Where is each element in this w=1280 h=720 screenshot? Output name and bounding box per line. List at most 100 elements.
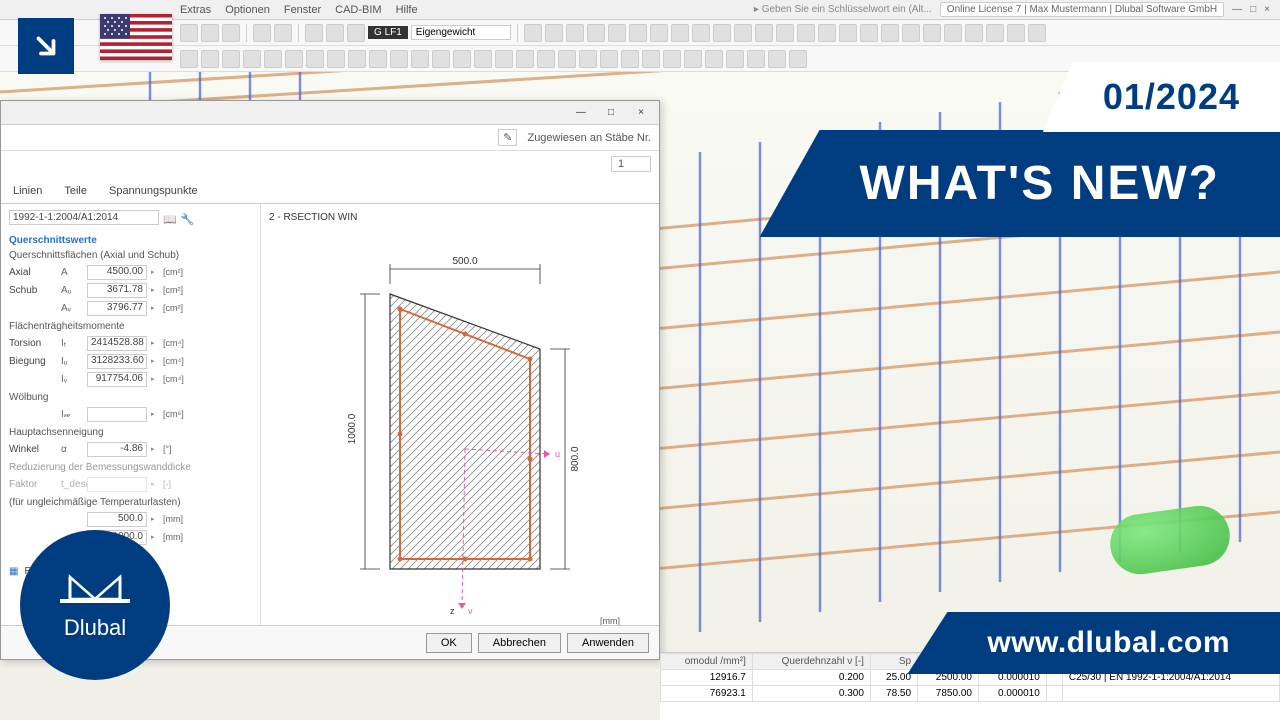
tb-icon[interactable] (1007, 24, 1025, 42)
tb-icon[interactable] (902, 24, 920, 42)
tb-icon[interactable] (566, 24, 584, 42)
window-min-icon[interactable]: — (1232, 4, 1242, 15)
tb-icon[interactable] (692, 24, 710, 42)
tb-icon[interactable] (923, 24, 941, 42)
tb-icon[interactable] (671, 24, 689, 42)
dialog-max-icon[interactable]: □ (597, 104, 625, 122)
tb-icon[interactable] (222, 50, 240, 68)
tb-icon[interactable] (558, 50, 576, 68)
tb-icon[interactable] (274, 24, 292, 42)
tab-teile[interactable]: Teile (62, 181, 89, 203)
tb-icon[interactable] (986, 24, 1004, 42)
tb-icon[interactable] (663, 50, 681, 68)
prop-input[interactable]: -4.86 (87, 442, 147, 457)
prop-input[interactable]: 3796.77 (87, 301, 147, 316)
tb-icon[interactable] (327, 50, 345, 68)
tool-icon[interactable]: 🔧 (181, 213, 195, 226)
tb-icon[interactable] (432, 50, 450, 68)
tb-icon[interactable] (243, 50, 261, 68)
tb-icon[interactable] (474, 50, 492, 68)
tb-icon[interactable] (180, 50, 198, 68)
tb-icon[interactable] (201, 24, 219, 42)
tb-icon[interactable] (516, 50, 534, 68)
prop-input[interactable]: 917754.06 (87, 372, 147, 387)
tb-icon[interactable] (348, 50, 366, 68)
tb-icon[interactable] (369, 50, 387, 68)
menu-fenster[interactable]: Fenster (284, 4, 321, 16)
tb-icon[interactable] (524, 24, 542, 42)
ok-button[interactable]: OK (426, 633, 472, 653)
edit-icon[interactable]: ✎ (498, 129, 517, 146)
tb-icon[interactable] (726, 50, 744, 68)
tb-icon[interactable] (537, 50, 555, 68)
tb-icon[interactable] (860, 24, 878, 42)
tb-icon[interactable] (453, 50, 471, 68)
tb-icon[interactable] (818, 24, 836, 42)
tb-icon[interactable] (797, 24, 815, 42)
tb-icon[interactable] (495, 50, 513, 68)
svg-text:800.0: 800.0 (570, 446, 581, 471)
tb-icon[interactable] (705, 50, 723, 68)
tb-icon[interactable] (1028, 24, 1046, 42)
tb-icon[interactable] (621, 50, 639, 68)
menu-hilfe[interactable]: Hilfe (396, 4, 418, 16)
tb-icon[interactable] (201, 50, 219, 68)
window-max-icon[interactable]: □ (1250, 4, 1256, 15)
tb-icon[interactable] (390, 50, 408, 68)
assigned-input[interactable]: 1 (611, 156, 651, 172)
tb-icon[interactable] (734, 24, 752, 42)
tb-icon[interactable] (881, 24, 899, 42)
search-hint[interactable]: ▸ Geben Sie ein Schlüsselwort ein (Alt..… (754, 4, 932, 15)
tb-icon[interactable] (347, 24, 365, 42)
prop-input[interactable]: 4500.00 (87, 265, 147, 280)
tb-icon[interactable] (629, 24, 647, 42)
loadcase-select[interactable]: Eigengewicht (411, 25, 511, 40)
tb-icon[interactable] (642, 50, 660, 68)
tb-icon[interactable] (600, 50, 618, 68)
tb-icon[interactable] (776, 24, 794, 42)
window-close-icon[interactable]: × (1264, 4, 1270, 15)
tb-icon[interactable] (684, 50, 702, 68)
tb-icon[interactable] (839, 24, 857, 42)
tb-icon[interactable] (608, 24, 626, 42)
prop-input[interactable] (87, 407, 147, 422)
dialog-tabs: Linien Teile Spannungspunkte (1, 177, 659, 204)
prop-input[interactable]: 500.0 (87, 512, 147, 527)
corner-arrow-badge (18, 18, 74, 74)
tb-icon[interactable] (965, 24, 983, 42)
prop-input[interactable]: 3671.78 (87, 283, 147, 298)
menu-cadbim[interactable]: CAD-BIM (335, 4, 381, 16)
tb-icon[interactable] (264, 50, 282, 68)
tb-icon[interactable] (180, 24, 198, 42)
dialog-close-icon[interactable]: × (627, 104, 655, 122)
tb-icon[interactable] (253, 24, 271, 42)
tb-icon[interactable] (579, 50, 597, 68)
tb-icon[interactable] (944, 24, 962, 42)
tab-spannungspunkte[interactable]: Spannungspunkte (107, 181, 200, 203)
apply-button[interactable]: Anwenden (567, 633, 649, 653)
tb-icon[interactable] (222, 24, 240, 42)
menu-extras[interactable]: Extras (180, 4, 211, 16)
cancel-button[interactable]: Abbrechen (478, 633, 561, 653)
tb-icon[interactable] (285, 50, 303, 68)
tb-icon[interactable] (411, 50, 429, 68)
tb-icon[interactable] (789, 50, 807, 68)
tb-icon[interactable] (747, 50, 765, 68)
tb-icon[interactable] (713, 24, 731, 42)
tb-icon[interactable] (306, 50, 324, 68)
tb-icon[interactable] (768, 50, 786, 68)
tb-icon[interactable] (755, 24, 773, 42)
tab-linien[interactable]: Linien (11, 181, 44, 203)
prop-input[interactable]: 2414528.88 (87, 336, 147, 351)
assigned-label: Zugewiesen an Stäbe Nr. (527, 132, 651, 144)
book-icon[interactable]: 📖 (163, 213, 177, 226)
prop-input[interactable]: 3128233.60 (87, 354, 147, 369)
tb-icon[interactable] (545, 24, 563, 42)
menu-optionen[interactable]: Optionen (225, 4, 270, 16)
dialog-min-icon[interactable]: — (567, 104, 595, 122)
tb-icon[interactable] (650, 24, 668, 42)
tb-icon[interactable] (587, 24, 605, 42)
tb-icon[interactable] (305, 24, 323, 42)
norm-select[interactable]: 1992-1-1:2004/A1:2014 (9, 210, 159, 225)
tb-icon[interactable] (326, 24, 344, 42)
